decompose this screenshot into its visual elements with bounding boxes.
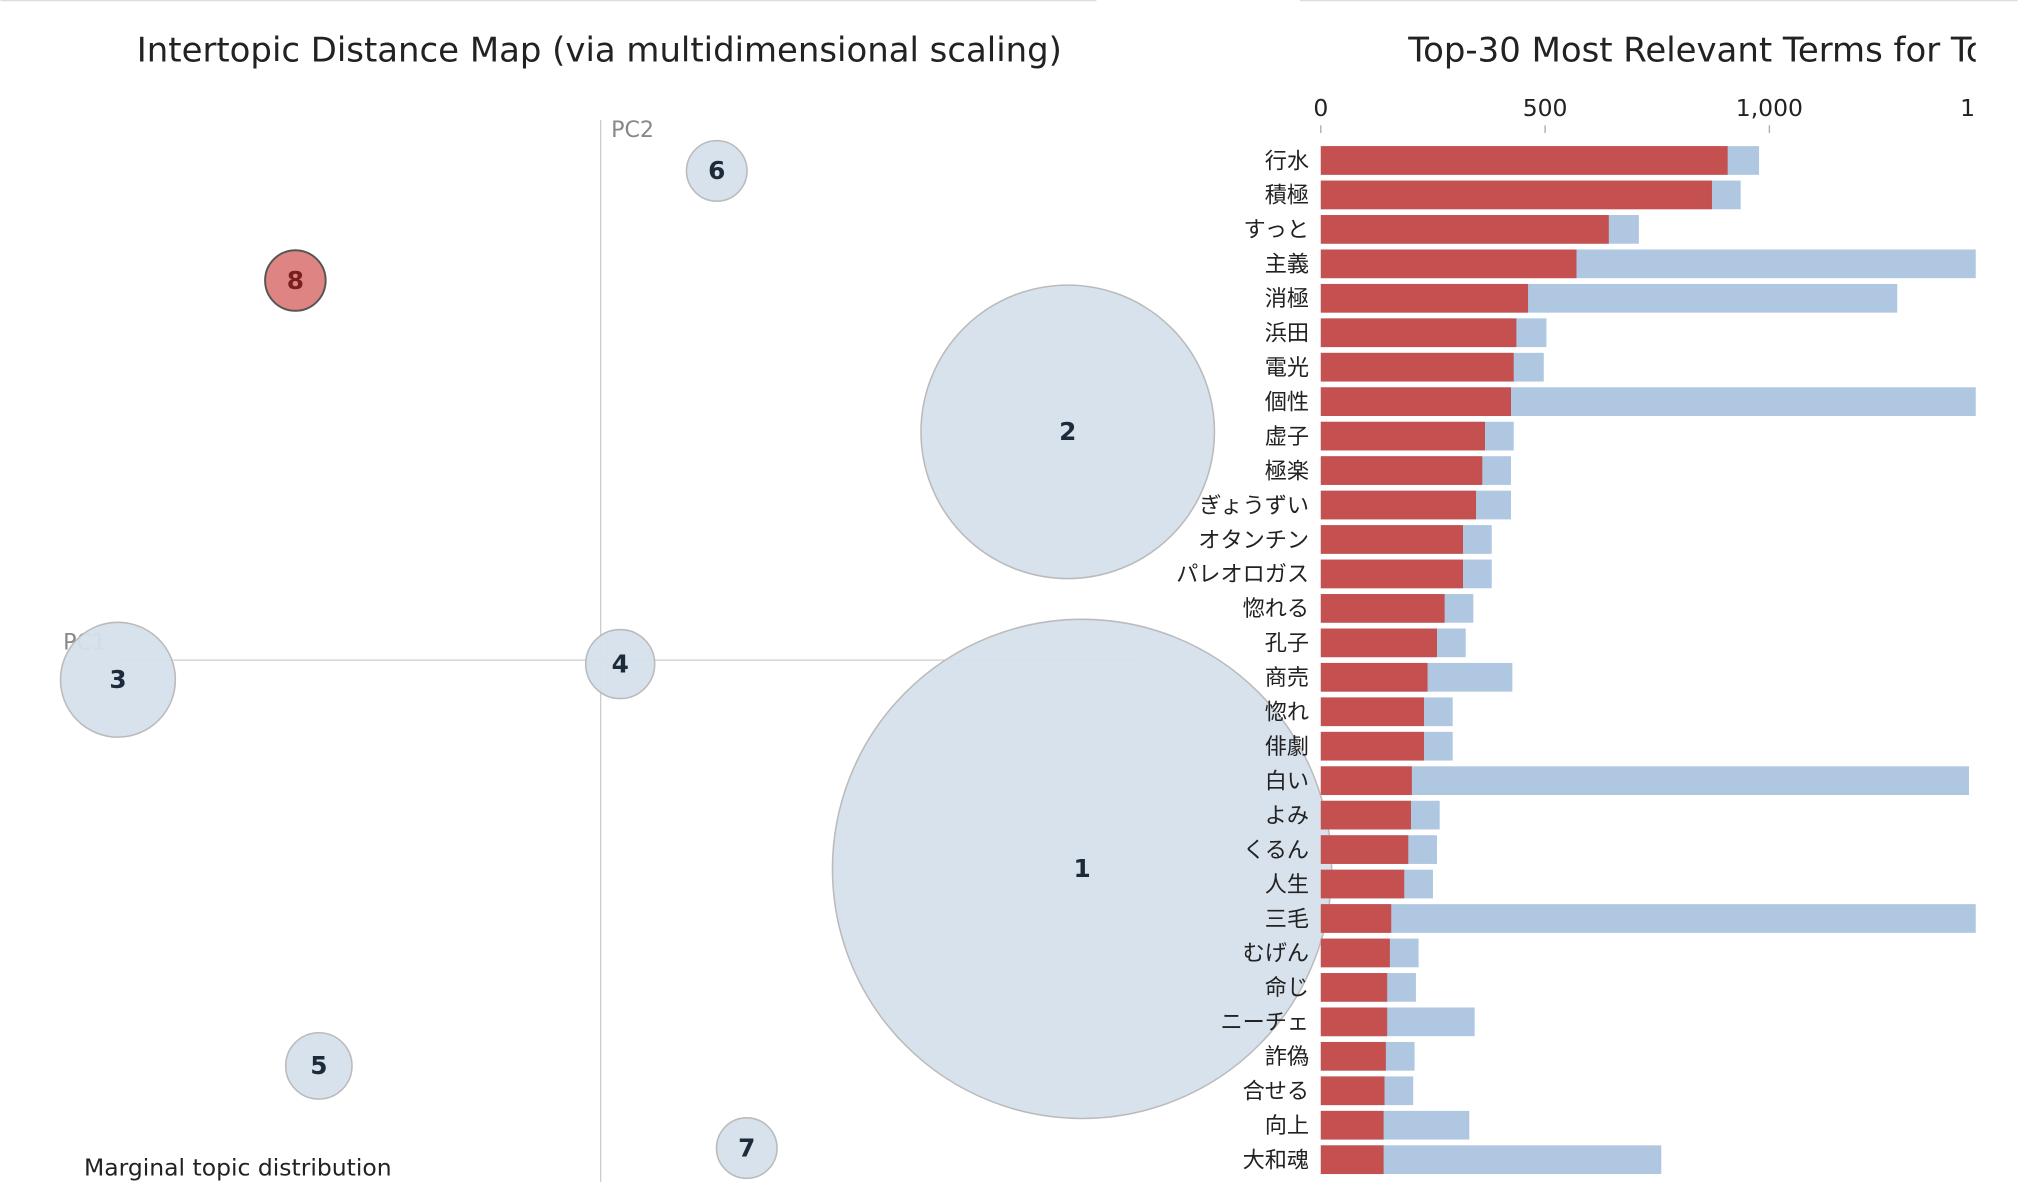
term-label: 人生 [1265, 872, 1309, 898]
term-bar [1320, 662, 1428, 692]
term-bar-chart: Top-30 Most Relevant Terms for To 0 500 1,… [1176, 31, 2018, 1175]
term-label: 行水 [1265, 148, 1309, 174]
term-label: 大和魂 [1243, 1147, 1309, 1173]
term-bar [1320, 628, 1437, 658]
term-bar [1320, 215, 1609, 244]
term-bar [1320, 835, 1409, 864]
term-label: ぎょうずい [1199, 493, 1309, 519]
term-bar [1320, 973, 1388, 1002]
term-label: 虚子 [1265, 424, 1309, 450]
term-bar [1320, 387, 1512, 417]
term-label: 主義 [1265, 252, 1309, 278]
topic-bubble [685, 139, 748, 202]
chart-title: Intertopic Distance Map (via multidimens… [137, 31, 1062, 70]
topic-label: 8 [287, 266, 304, 295]
term-label: オタンチン [1198, 527, 1309, 553]
term-bar [1320, 594, 1445, 623]
chart-title: Top-30 Most Relevant Terms for To [1407, 31, 1986, 70]
term-label: 三毛 [1265, 906, 1309, 932]
term-label: パレオロガス [1176, 562, 1309, 588]
term-label: くるん [1243, 837, 1309, 863]
term-label: 消極 [1265, 286, 1309, 312]
term-label: 詐偽 [1265, 1044, 1309, 1070]
x-tick-label: 500 [1523, 94, 1568, 122]
term-bar [1320, 697, 1424, 727]
term-bar [1320, 180, 1712, 210]
term-label: 合せる [1243, 1079, 1309, 1105]
term-bar [1320, 800, 1411, 830]
term-label: 孔子 [1265, 631, 1309, 657]
term-bar [1320, 146, 1728, 175]
term-label: すっと [1243, 217, 1309, 243]
topic-bubble [715, 1117, 778, 1180]
x-tick-label: 1,000 [1736, 94, 1803, 122]
term-label: 俳劇 [1265, 734, 1309, 760]
term-bar [1320, 1076, 1385, 1106]
topic-map: Intertopic Distance Map (via multidimens… [59, 31, 1333, 1182]
term-label: 命じ [1265, 975, 1309, 1001]
term-bar [1320, 456, 1483, 485]
term-bar [1320, 938, 1390, 968]
term-bar [1320, 283, 1529, 313]
topic-label: 3 [109, 665, 126, 694]
size-legend-title: Marginal topic distribution [84, 1153, 392, 1181]
topic-bubble [920, 284, 1216, 580]
term-label: よみ [1265, 803, 1309, 829]
term-label: ニーチェ [1220, 1010, 1309, 1036]
x-tick-label: 1,500 [1960, 94, 2018, 122]
term-bar [1320, 249, 1577, 279]
topic-bubble [284, 1031, 353, 1100]
topic-bubble [59, 621, 177, 738]
topic-bubble [264, 249, 327, 312]
topic-label: 1 [1073, 854, 1090, 883]
term-label: 向上 [1265, 1113, 1309, 1139]
term-label: 電光 [1265, 355, 1309, 381]
topic-bubble [831, 618, 1333, 1120]
term-label: 商売 [1265, 665, 1309, 691]
term-bar [1320, 490, 1477, 520]
y-axis-label: PC2 [611, 117, 654, 143]
term-bar [1320, 1007, 1388, 1037]
x-tick-label: 0 [1313, 94, 1328, 122]
term-bar [1320, 904, 1392, 933]
term-label: むげん [1243, 941, 1309, 967]
topic-label: 5 [310, 1051, 327, 1080]
topic-bubble [584, 628, 656, 700]
term-label: 個性 [1265, 389, 1309, 415]
term-bar [1320, 766, 1412, 796]
term-label: 積極 [1265, 183, 1309, 209]
term-label: 極楽 [1265, 458, 1309, 484]
term-label: 白い [1265, 768, 1309, 794]
topic-label: 4 [612, 649, 629, 678]
topic-label: 6 [708, 156, 725, 185]
term-bar [1320, 869, 1405, 899]
term-bar [1320, 1145, 1384, 1175]
term-bar [1320, 1110, 1384, 1140]
term-bar [1320, 904, 1976, 933]
term-bar [1320, 559, 1464, 589]
term-bar [1320, 318, 1517, 348]
term-label: 惚れ [1265, 700, 1309, 726]
term-label: 浜田 [1265, 321, 1309, 347]
topic-label: 2 [1059, 417, 1076, 446]
term-bar [1320, 525, 1464, 554]
term-bar [1320, 1041, 1386, 1071]
term-bar [1320, 731, 1424, 761]
term-label: 惚れる [1243, 596, 1309, 622]
term-bar [1320, 766, 1970, 796]
term-bar [1320, 352, 1514, 382]
term-bar [1320, 421, 1485, 451]
topic-label: 7 [738, 1133, 755, 1162]
